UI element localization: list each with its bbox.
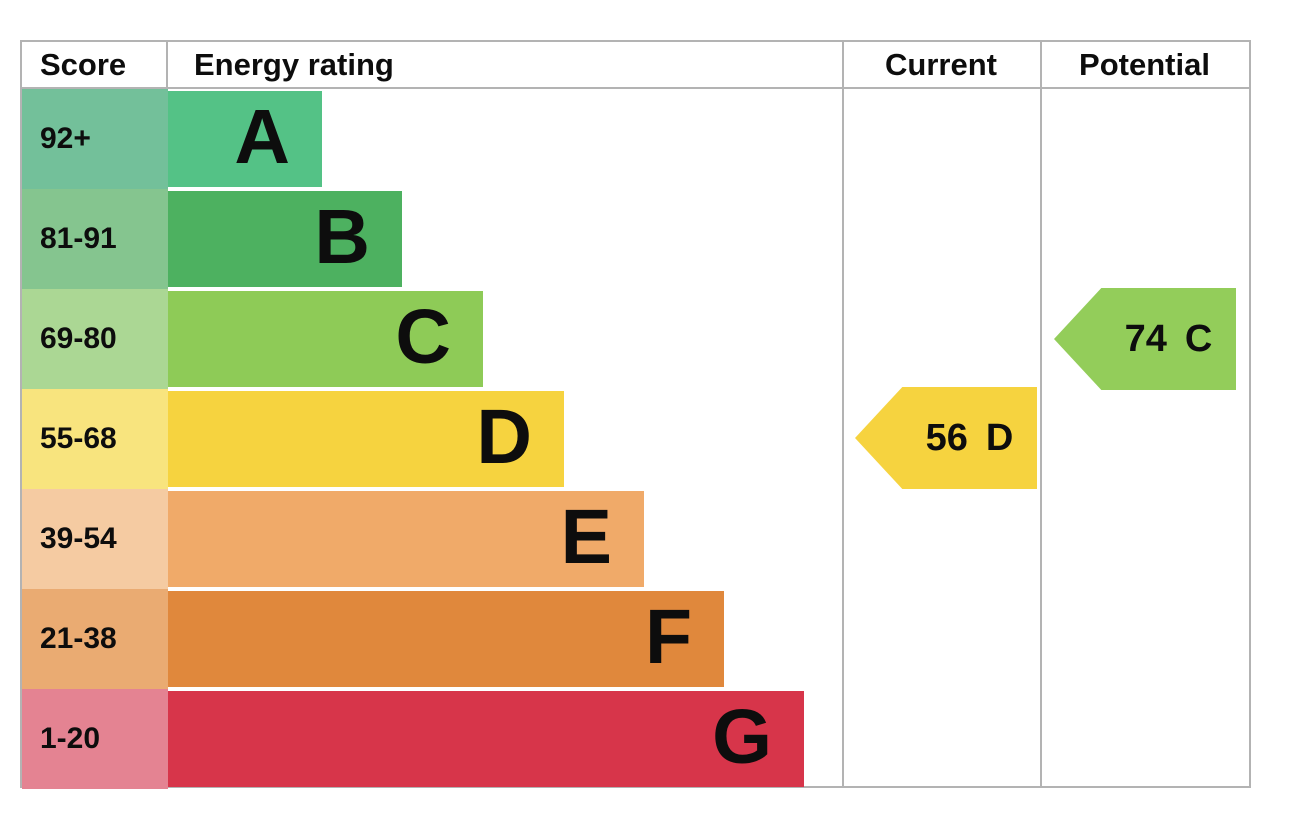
band-letter-c: C <box>395 293 451 380</box>
score-range-c: 69-80 <box>22 289 168 389</box>
band-letter-f: F <box>644 593 692 680</box>
score-range-f: 21-38 <box>22 589 168 689</box>
potential-rating-arrow: 74 C <box>1054 288 1236 390</box>
band-bar-b: B <box>168 191 402 287</box>
score-range-g: 1-20 <box>22 689 168 789</box>
band-letter-g: G <box>712 693 772 780</box>
band-bar-e: E <box>168 491 644 587</box>
divider-current-column <box>842 42 844 786</box>
potential-score-value: 74 <box>1124 317 1167 360</box>
score-range-a: 92+ <box>22 89 168 189</box>
header-potential: Potential <box>1079 47 1210 82</box>
epc-header-row: Score Energy rating Current Potential <box>22 42 1249 89</box>
current-score-value: 56 <box>925 416 968 459</box>
current-grade-letter: D <box>985 416 1014 459</box>
band-bar-c: C <box>168 291 483 387</box>
potential-grade-letter: C <box>1184 317 1213 360</box>
band-row-f: 21-38 F <box>22 589 840 689</box>
band-bar-f: F <box>168 591 724 687</box>
band-letter-b: B <box>314 193 370 280</box>
band-bar-d: D <box>168 391 564 487</box>
band-row-b: 81-91 B <box>22 189 840 289</box>
band-row-g: 1-20 G <box>22 689 840 789</box>
epc-table: Score Energy rating Current Potential 92… <box>20 40 1251 789</box>
header-current: Current <box>885 47 997 82</box>
band-letter-a: A <box>234 93 290 180</box>
score-range-d: 55-68 <box>22 389 168 489</box>
band-row-e: 39-54 E <box>22 489 840 589</box>
band-row-c: 69-80 C <box>22 289 840 389</box>
band-rows: 92+ A 81-91 B 69-80 C 55-68 D 39-54 E 21-38 F 1-20 G <box>22 89 840 789</box>
band-row-d: 55-68 D <box>22 389 840 489</box>
band-letter-d: D <box>476 393 532 480</box>
header-score: Score <box>22 42 168 87</box>
divider-potential-column <box>1040 42 1042 786</box>
band-bar-g: G <box>168 691 804 787</box>
band-letter-e: E <box>560 493 612 580</box>
band-row-a: 92+ A <box>22 89 840 189</box>
band-bar-a: A <box>168 91 322 187</box>
score-range-b: 81-91 <box>22 189 168 289</box>
score-range-e: 39-54 <box>22 489 168 589</box>
header-energy-rating: Energy rating <box>194 47 394 82</box>
current-rating-arrow: 56 D <box>855 387 1037 489</box>
